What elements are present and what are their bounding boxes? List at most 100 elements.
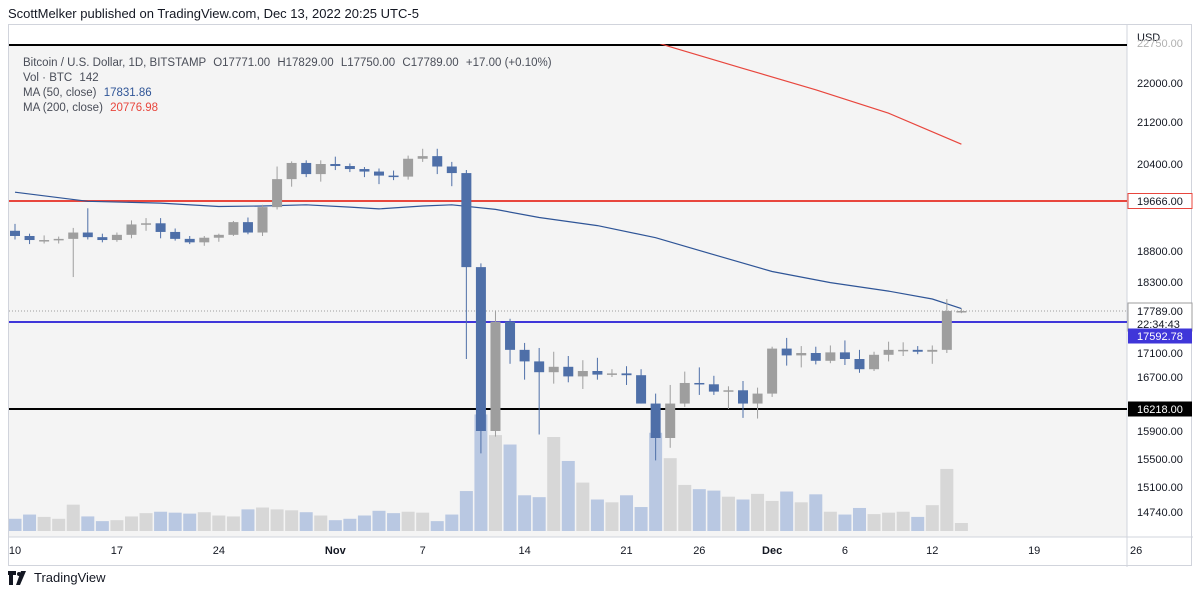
legend-volume-row[interactable]: Vol · BTC 142 bbox=[23, 72, 99, 84]
volume-bar bbox=[95, 521, 109, 531]
volume-bar bbox=[314, 515, 328, 531]
candle-body bbox=[854, 359, 865, 370]
volume-bar bbox=[226, 516, 240, 531]
ma200-label: MA (200, close) bbox=[23, 102, 103, 114]
candle-body bbox=[679, 382, 690, 404]
candle-body bbox=[170, 231, 181, 239]
volume-bar bbox=[663, 458, 677, 531]
volume-bar bbox=[518, 495, 532, 531]
candle-body bbox=[403, 158, 414, 177]
volume-bar bbox=[488, 435, 502, 531]
candle-body bbox=[723, 390, 734, 392]
candle-body bbox=[694, 382, 705, 385]
volume-bar bbox=[357, 515, 371, 531]
volume-bar bbox=[23, 514, 37, 531]
volume-bar bbox=[168, 512, 182, 531]
candle-body bbox=[869, 354, 880, 370]
candle-body bbox=[738, 390, 748, 404]
volume-bar bbox=[241, 509, 255, 531]
price-tick-label: 22750.00 bbox=[1137, 38, 1183, 50]
candle-body bbox=[752, 393, 763, 404]
candle-body bbox=[708, 384, 719, 392]
candle-body bbox=[330, 164, 341, 167]
vol-label: Vol · BTC bbox=[23, 72, 73, 84]
volume-bar bbox=[154, 511, 168, 531]
volume-bar bbox=[328, 520, 342, 531]
candle-body bbox=[184, 238, 195, 243]
volume-bar bbox=[867, 514, 881, 531]
ohlc-high: H17829.00 bbox=[277, 57, 334, 69]
volume-bar bbox=[401, 511, 415, 531]
support-blue-price-tag-bg bbox=[1128, 328, 1192, 344]
candle-body bbox=[781, 348, 792, 356]
volume-bar bbox=[736, 499, 750, 531]
candle-body bbox=[912, 349, 923, 352]
volume-bar bbox=[299, 512, 313, 531]
volume-bar bbox=[634, 507, 648, 531]
volume-bar bbox=[940, 468, 954, 531]
candle-body bbox=[432, 156, 443, 167]
symbol-name: Bitcoin / U.S. Dollar, 1D, BITSTAMP bbox=[23, 57, 206, 69]
volume-bar bbox=[649, 432, 663, 531]
candle-body bbox=[111, 234, 122, 241]
candle-body bbox=[39, 240, 50, 242]
candle-body bbox=[796, 353, 807, 356]
legend-ma50-row[interactable]: MA (50, close) 17831.86 bbox=[23, 87, 152, 99]
tradingview-logo[interactable]: TradingView bbox=[8, 570, 106, 585]
volume-bar bbox=[343, 518, 357, 531]
tradingview-brand: TradingView bbox=[34, 570, 106, 585]
price-tick-label: 21200.00 bbox=[1137, 117, 1183, 129]
volume-bar bbox=[532, 497, 546, 531]
volume-bar bbox=[256, 507, 270, 531]
candle-body bbox=[475, 267, 486, 431]
time-tick-label: 26 bbox=[1130, 545, 1142, 557]
candle-body bbox=[344, 166, 355, 170]
resistance-price-tag-bg bbox=[1127, 193, 1193, 209]
volume-bar bbox=[416, 512, 430, 531]
ohlc-change: +17.00 (+0.10%) bbox=[465, 57, 552, 69]
current-price-tag: 17789.00 bbox=[1137, 306, 1183, 318]
volume-bar bbox=[561, 460, 575, 531]
candle-body bbox=[24, 235, 35, 241]
volume-bar bbox=[459, 491, 473, 531]
legend-ma200-row[interactable]: MA (200, close) 20776.98 bbox=[23, 102, 158, 114]
candle-body bbox=[577, 371, 588, 377]
candle-body bbox=[941, 310, 952, 350]
candle-body bbox=[257, 207, 268, 233]
volume-bar bbox=[925, 505, 939, 531]
candle-body bbox=[636, 375, 647, 404]
volume-bar bbox=[721, 496, 735, 531]
currency-label: USD bbox=[1137, 32, 1160, 44]
price-tick-label: 20400.00 bbox=[1137, 159, 1183, 171]
current-price-tag-bg bbox=[1127, 302, 1193, 332]
time-tick-label: 26 bbox=[693, 545, 705, 557]
volume-bar bbox=[954, 523, 968, 531]
candle-body bbox=[621, 373, 632, 376]
ohlc-close: C17789.00 bbox=[402, 57, 459, 69]
time-tick-label: Dec bbox=[762, 545, 782, 557]
volume-bar bbox=[547, 437, 561, 531]
candle-body bbox=[927, 349, 938, 352]
candle-body bbox=[82, 232, 93, 238]
candle-body bbox=[505, 321, 516, 350]
time-tick-label: Nov bbox=[325, 545, 347, 557]
price-tick-label: 22000.00 bbox=[1137, 78, 1183, 90]
volume-bar bbox=[823, 511, 837, 531]
volume-bar bbox=[692, 489, 706, 531]
chart-frame[interactable]: 22000.00 21200.00 20400.00 18800.00 18300.00… bbox=[8, 24, 1193, 567]
price-tick-label: 18300.00 bbox=[1137, 277, 1183, 289]
candle-body bbox=[213, 234, 224, 238]
volume-bar bbox=[9, 518, 22, 531]
volume-bar bbox=[576, 482, 590, 531]
candle-body bbox=[126, 224, 137, 235]
candle-body bbox=[825, 352, 836, 361]
ma50-label: MA (50, close) bbox=[23, 87, 97, 99]
price-tick-label: 17100.00 bbox=[1137, 348, 1183, 360]
chart-svg[interactable]: 22000.00 21200.00 20400.00 18800.00 18300.00… bbox=[9, 25, 1193, 567]
candle-body bbox=[10, 230, 20, 236]
price-tick-label: 15500.00 bbox=[1137, 454, 1183, 466]
support-black-price-tag: 16218.00 bbox=[1137, 404, 1183, 416]
candle-body bbox=[315, 164, 326, 175]
time-tick-label: 19 bbox=[1028, 545, 1040, 557]
candle-body bbox=[242, 222, 253, 233]
